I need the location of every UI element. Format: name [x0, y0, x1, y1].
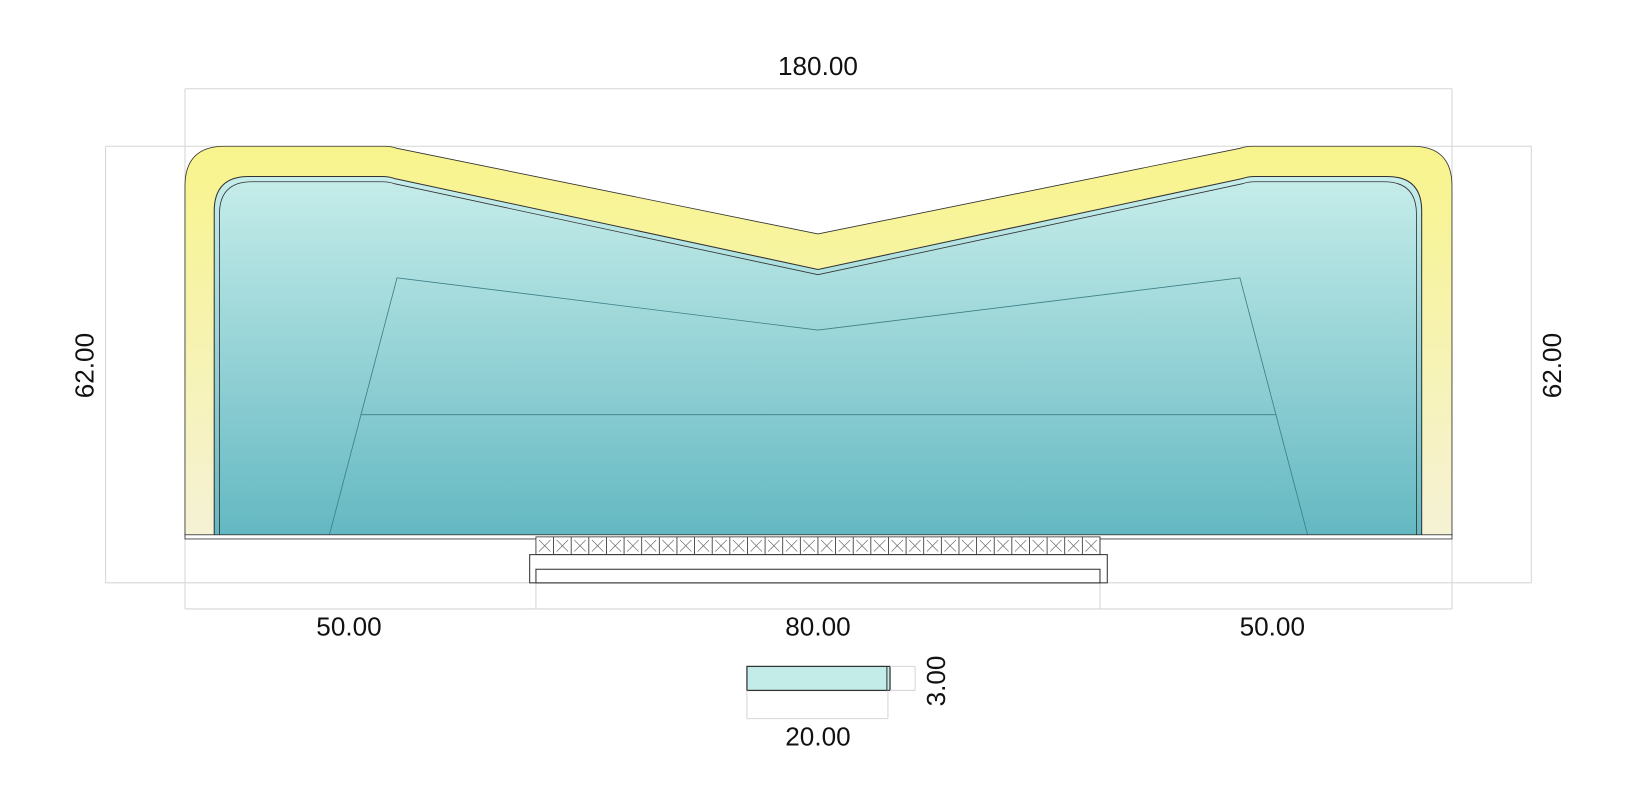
grate-cross	[750, 539, 763, 552]
dimension-label: 62.00	[70, 333, 100, 398]
grate-cross	[997, 539, 1009, 552]
dimension-label: 20.00	[785, 721, 850, 751]
grate-cross	[697, 539, 710, 552]
dimension-label: 50.00	[1240, 612, 1305, 642]
grate-cross	[626, 539, 639, 552]
grate-cross	[679, 539, 692, 552]
grate-cross	[926, 539, 939, 552]
grate-cross	[908, 539, 921, 552]
grate-cross	[856, 539, 868, 552]
grate-cross	[591, 539, 604, 552]
grate-cross	[891, 539, 904, 552]
grate-cross	[820, 539, 833, 552]
dimension-label: 3.00	[921, 656, 951, 707]
overflow-grate	[535, 536, 1101, 556]
grate-cross	[538, 539, 551, 552]
grate-cross	[1050, 539, 1062, 552]
grate-cross	[979, 539, 992, 552]
step-inner	[535, 568, 1101, 584]
grate-cross	[556, 539, 569, 552]
grate-cross	[715, 539, 727, 552]
grate-cross	[785, 539, 798, 552]
grate-cross	[944, 539, 957, 552]
grate-cross	[609, 539, 622, 552]
grate-cross	[1067, 539, 1080, 552]
pool-inner-edge	[219, 181, 1417, 536]
dimension-label: 80.00	[785, 612, 850, 642]
grate-cross	[1014, 539, 1027, 552]
grate-cross	[662, 539, 675, 552]
dimension-label: 50.00	[316, 612, 381, 642]
grate-cross	[1032, 539, 1045, 552]
dimension-label: 180.00	[778, 51, 858, 81]
grate-cross	[873, 539, 886, 552]
step-sample	[746, 665, 891, 692]
grate-cross	[574, 539, 586, 552]
grate-cross	[1085, 539, 1098, 552]
grate-cross	[767, 539, 780, 552]
grate-cross	[732, 539, 745, 552]
grate-cross	[803, 539, 816, 552]
dimension-label: 62.00	[1537, 333, 1567, 398]
grate-cross	[644, 539, 657, 552]
grate-cross	[838, 539, 851, 552]
grate-cross	[961, 539, 974, 552]
slope-outline	[328, 277, 1309, 536]
pool-water	[213, 175, 1423, 537]
